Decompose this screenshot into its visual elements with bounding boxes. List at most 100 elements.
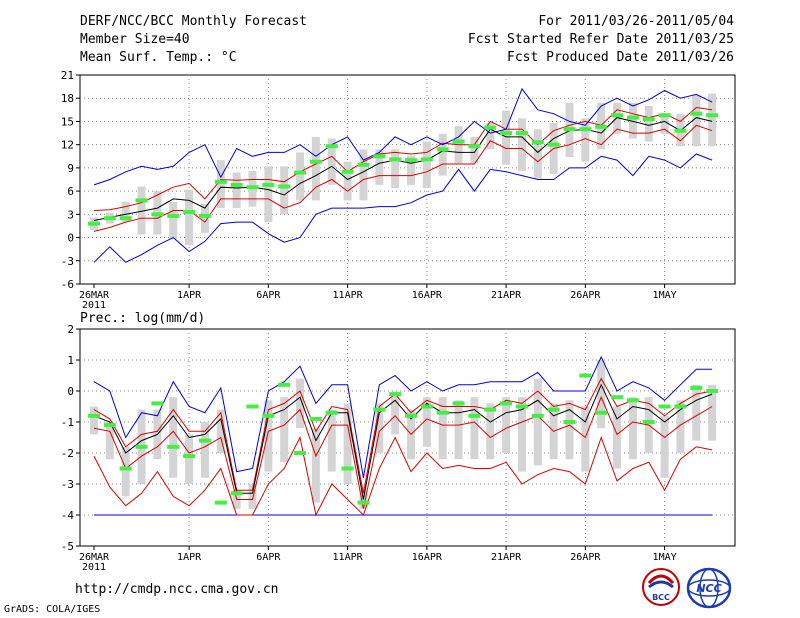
prec-box <box>581 406 590 472</box>
temp-box <box>644 105 653 142</box>
prec-box <box>327 409 336 472</box>
prec-median-marker <box>294 451 307 455</box>
prec-ytick-label: -4 <box>61 509 75 522</box>
temp-ytick-label: 12 <box>61 139 74 152</box>
prec-box <box>486 403 495 460</box>
prec-median-marker <box>151 401 164 406</box>
temp-median-marker <box>373 154 386 159</box>
temp-median-marker <box>642 117 655 122</box>
forecast-produced-date: Fcst Produced Date 2011/03/26 <box>507 50 734 65</box>
prec-box <box>280 397 289 463</box>
prec-median-marker <box>198 438 211 443</box>
prec-box <box>454 400 463 460</box>
temp-xtick-label: 1APR <box>177 290 202 301</box>
temp-ytick-label: -6 <box>61 278 74 291</box>
prec-median-marker <box>230 491 243 496</box>
prec-ytick-label: -1 <box>61 416 74 429</box>
prec-median-marker <box>262 413 275 418</box>
prec-xtick-label: 1APR <box>177 552 202 563</box>
temp-median-marker <box>405 158 417 163</box>
temp-box <box>581 118 590 162</box>
temp-box <box>502 110 511 165</box>
prec-box <box>517 397 526 472</box>
temp-median-marker <box>119 216 132 221</box>
prec-box <box>105 422 114 460</box>
prec-box <box>90 406 98 435</box>
temp-ytick-label: 6 <box>67 185 74 198</box>
prec-box <box>628 397 637 460</box>
temp-median-marker <box>579 127 592 132</box>
temp-median-marker <box>88 221 100 226</box>
prec-xtick-label: 21APR <box>491 552 522 563</box>
temp-median-marker <box>135 198 148 203</box>
temp-median-marker <box>357 162 370 167</box>
prec-line-min <box>93 435 713 517</box>
prec-xtick-label: 1MAY <box>653 552 677 563</box>
ncc-logo: NCC <box>686 567 732 609</box>
prec-box <box>438 397 447 460</box>
temp-median-marker <box>294 170 307 175</box>
prec-ytick-label: -5 <box>61 540 74 553</box>
prec-median-marker <box>500 401 513 406</box>
prec-xtick-label: 26APR <box>570 552 601 563</box>
temp-xtick-label: 2011 <box>82 300 106 311</box>
temp-xtick-label: 21APR <box>491 290 522 301</box>
forecast-started-date: Fcst Started Refer Date 2011/03/25 <box>467 32 734 47</box>
ncc-logo-text: NCC <box>696 582 721 595</box>
prec-xtick-label: 26MAR <box>79 552 110 563</box>
source-url[interactable]: http://cmdp.ncc.cma.gov.cn <box>75 582 279 597</box>
prec-median-marker <box>278 382 291 387</box>
temp-box <box>422 141 431 189</box>
temp-box <box>375 149 384 185</box>
prec-box <box>692 384 701 441</box>
temp-median-marker <box>341 169 354 174</box>
temp-median-marker <box>420 157 433 162</box>
temp-median-marker <box>547 142 560 147</box>
temp-ytick-label: 0 <box>67 232 74 245</box>
temp-box <box>359 149 368 201</box>
temp-median-marker <box>167 213 180 218</box>
temp-median-marker <box>468 144 481 149</box>
temp-ytick-label: -3 <box>61 255 74 268</box>
member-size: Member Size=40 <box>80 32 190 47</box>
prec-median-marker <box>420 404 433 409</box>
temp-median-marker <box>278 184 291 189</box>
temp-box <box>296 152 305 201</box>
temp-box <box>169 201 178 240</box>
temp-box <box>486 122 495 150</box>
temp-median-marker <box>595 124 608 129</box>
temp-median-marker <box>690 111 703 116</box>
prec-ytick-label: -3 <box>61 478 74 491</box>
prec-median-marker <box>611 395 624 400</box>
prec-xtick-label: 6APR <box>256 552 281 563</box>
temp-box <box>200 203 209 233</box>
temp-box <box>121 201 130 223</box>
temp-box <box>327 138 336 185</box>
temp-box <box>280 166 289 215</box>
temp-median-marker <box>706 113 719 118</box>
prec-median-marker <box>452 401 465 406</box>
temp-median-marker <box>611 113 624 118</box>
temp-median-marker <box>563 127 576 132</box>
temp-median-marker <box>325 144 338 149</box>
prec-median-marker <box>674 404 687 409</box>
precip-variable-label: Prec.: log(mm/d) <box>80 311 205 326</box>
temp-ytick-label: 21 <box>61 69 74 82</box>
prec-ytick-label: -2 <box>61 447 74 460</box>
temp-box <box>391 149 400 189</box>
temp-box <box>407 155 415 185</box>
temp-median-marker <box>103 216 116 221</box>
prec-median-marker <box>531 413 544 418</box>
temp-box <box>708 93 717 147</box>
prec-box <box>311 428 320 503</box>
prec-box <box>391 394 400 435</box>
prec-frame <box>79 328 736 547</box>
prec-median-marker <box>309 416 322 421</box>
prec-median-marker <box>214 500 227 505</box>
prec-median-marker <box>103 423 116 428</box>
chart-title: DERF/NCC/BCC Monthly Forecast <box>80 14 307 29</box>
temp-median-marker <box>436 147 449 152</box>
temp-median-marker <box>230 182 243 187</box>
